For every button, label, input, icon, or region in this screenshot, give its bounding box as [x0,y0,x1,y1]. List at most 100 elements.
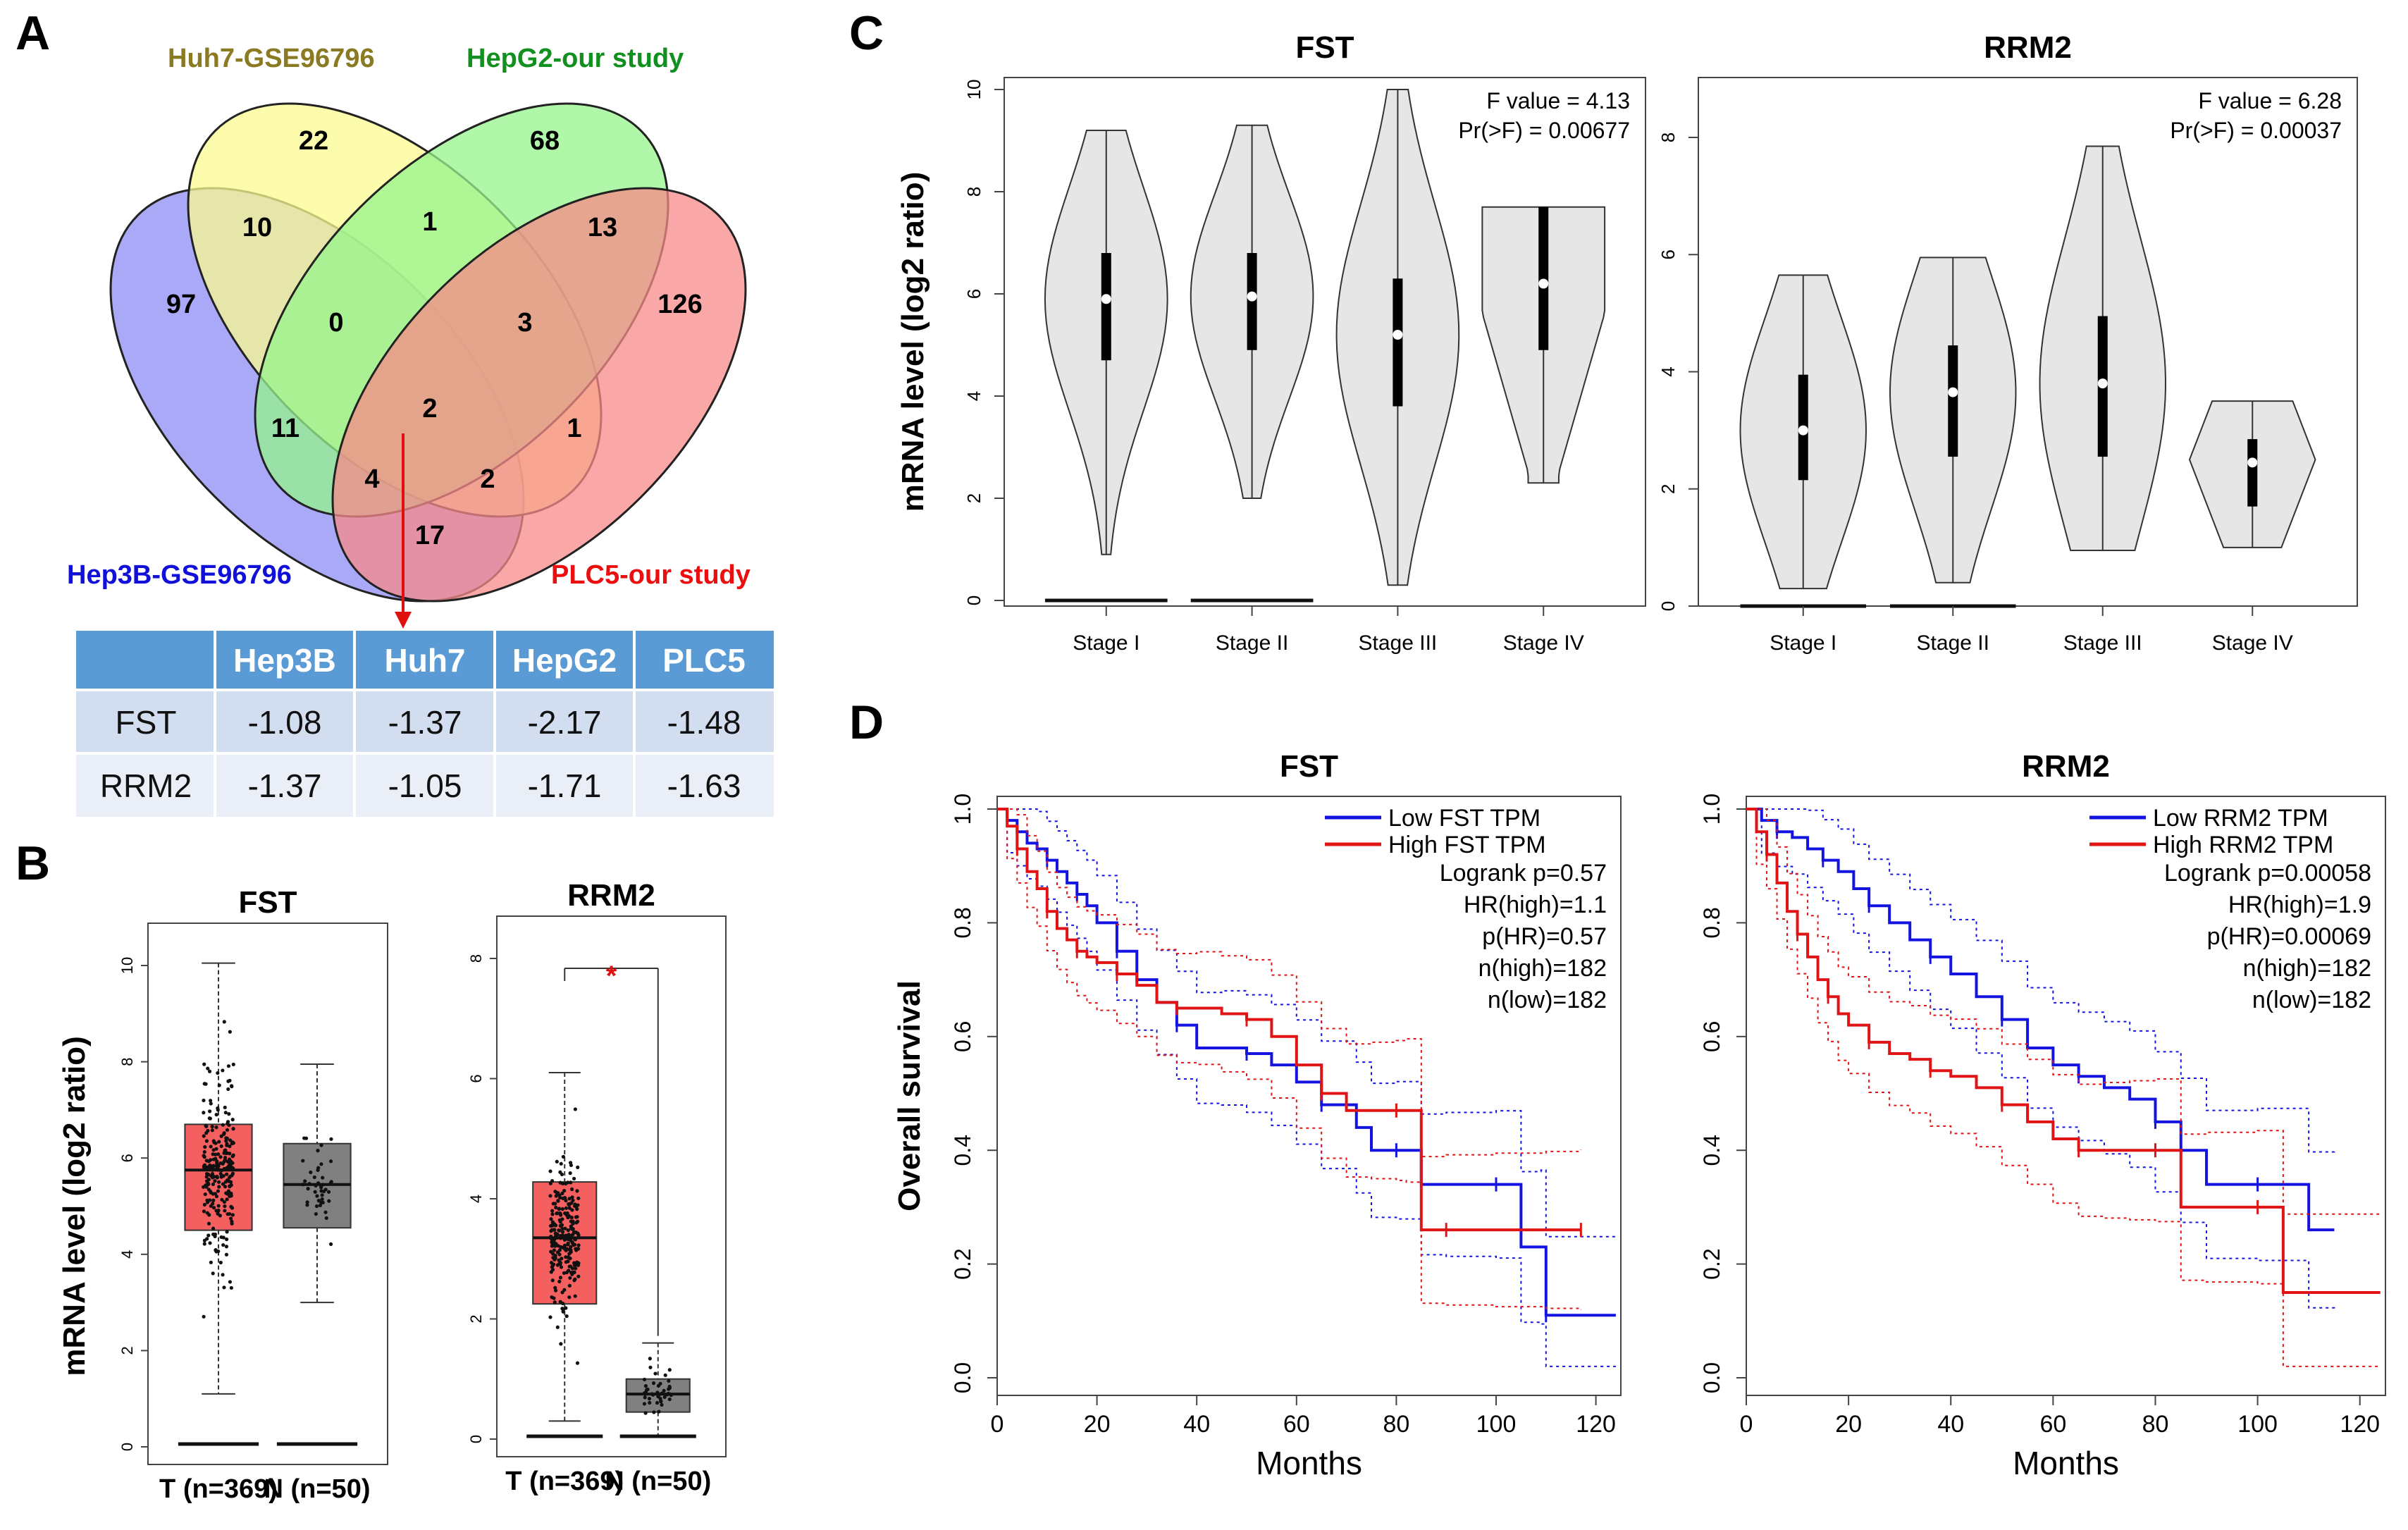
ci-upper-1 [997,808,1582,1158]
venn-count: 0 [328,308,343,338]
y-tick-label: 0.6 [950,1021,975,1052]
jitter-point [222,1285,226,1290]
jitter-point [225,1197,229,1202]
jitter-point [307,1182,311,1186]
jitter-point [562,1288,567,1292]
y-tick-label: 4 [963,391,984,401]
y-tick-label: 0.0 [950,1362,975,1393]
jitter-point [569,1180,573,1185]
violin-iqr [1948,345,1958,457]
x-category-label: N (n=50) [605,1467,711,1496]
x-category-label: Stage III [1359,631,1438,655]
jitter-point [202,1209,206,1214]
y-tick-label: 10 [118,957,136,974]
plot-frame [1698,77,2358,607]
jitter-point [214,1156,218,1161]
jitter-point [564,1206,569,1210]
jitter-point [555,1325,560,1329]
violin-chart-fst: FST 0 2 4 6 8 10 mRNA level (log2 ratio) F value… [896,30,1646,655]
jitter-point [564,1247,569,1251]
x-tick-label: 100 [2237,1411,2278,1438]
jitter-point [218,1214,222,1218]
jitter-point [223,1204,227,1209]
jitter-point [558,1195,562,1200]
plot-frame [496,915,727,1457]
jitter-point [563,1226,567,1230]
jitter-point [327,1199,331,1203]
km-chart-fst: FST 0.0 0.2 0.4 0.6 0.8 1.0 0 20 40 60 80 100 120 Mont… [892,749,1622,1481]
y-tick-label: 8 [118,1057,136,1066]
jitter-point [316,1181,321,1185]
ci-upper-0 [997,808,1617,1238]
jitter-point [558,1245,563,1249]
x-category-label: Stage II [1917,631,1989,655]
jitter-point [569,1187,574,1192]
y-tick-label: 8 [467,954,485,963]
jitter-point [648,1365,653,1369]
jitter-point [230,1154,235,1159]
box-chart-rrm2: RRM2 0 2 4 6 8 T (n=369)N (n=50) * [467,878,727,1496]
jitter-point [202,1185,206,1189]
jitter-point [208,1198,212,1202]
legend-entry: High FST TPM [1388,832,1546,858]
jitter-point [550,1268,555,1272]
jitter-point [328,1242,333,1246]
jitter-point [660,1391,664,1395]
y-tick-label: 8 [1657,132,1679,142]
jitter-point [562,1238,567,1242]
plot-frame [996,796,1622,1396]
violin-median [1393,330,1403,340]
legend-entry: Low FST TPM [1388,805,1540,832]
x-category-label: Stage I [1073,631,1140,655]
venn-count: 2 [480,464,495,494]
venn-count: 2 [422,394,437,424]
jitter-point [657,1409,661,1414]
jitter-point [212,1140,216,1145]
x-tick-label: 120 [1576,1411,1616,1438]
jitter-point [667,1368,672,1372]
jitter-point [202,1165,206,1169]
venn-label-huh7: Huh7-GSE96796 [168,44,375,73]
jitter-point [567,1283,572,1288]
jitter-point [569,1215,574,1220]
violin-median [1798,425,1808,436]
jitter-point [328,1159,333,1164]
jitter-point [313,1190,317,1194]
jitter-point [576,1243,581,1247]
jitter-point [552,1300,557,1304]
x-tick-label: 80 [2142,1411,2169,1438]
jitter-point [314,1183,318,1187]
jitter-point [643,1411,648,1415]
jitter-point [655,1390,660,1395]
venn-count: 126 [657,290,702,319]
venn-count: 17 [415,521,445,550]
table-row-label: FST [116,704,177,741]
venn-count: 22 [299,126,328,156]
table-cell: -1.63 [667,767,741,804]
table-header: Hep3B [233,642,336,679]
chart-title: RRM2 [567,878,655,913]
jitter-point [566,1214,571,1219]
chart-title: FST [238,885,297,920]
jitter-point [571,1219,575,1223]
jitter-point [314,1204,319,1209]
table-row-label: RRM2 [100,767,192,804]
y-tick-label: 0.0 [1699,1362,1724,1393]
plot-frame [1746,796,2386,1396]
jitter-point [560,1207,564,1211]
jitter-point [554,1232,558,1236]
jitter-point [667,1387,671,1391]
jitter-point [568,1276,572,1280]
jitter-point [202,1155,206,1159]
jitter-point [301,1183,305,1187]
jitter-point [552,1238,557,1242]
jitter-point [553,1253,557,1258]
jitter-point [225,1128,230,1132]
jitter-point [557,1207,561,1211]
jitter-point [211,1198,216,1202]
jitter-point [556,1191,560,1195]
jitter-point [320,1197,324,1202]
jitter-point [228,1211,232,1216]
jitter-point [549,1235,553,1240]
jitter-point [560,1191,564,1195]
